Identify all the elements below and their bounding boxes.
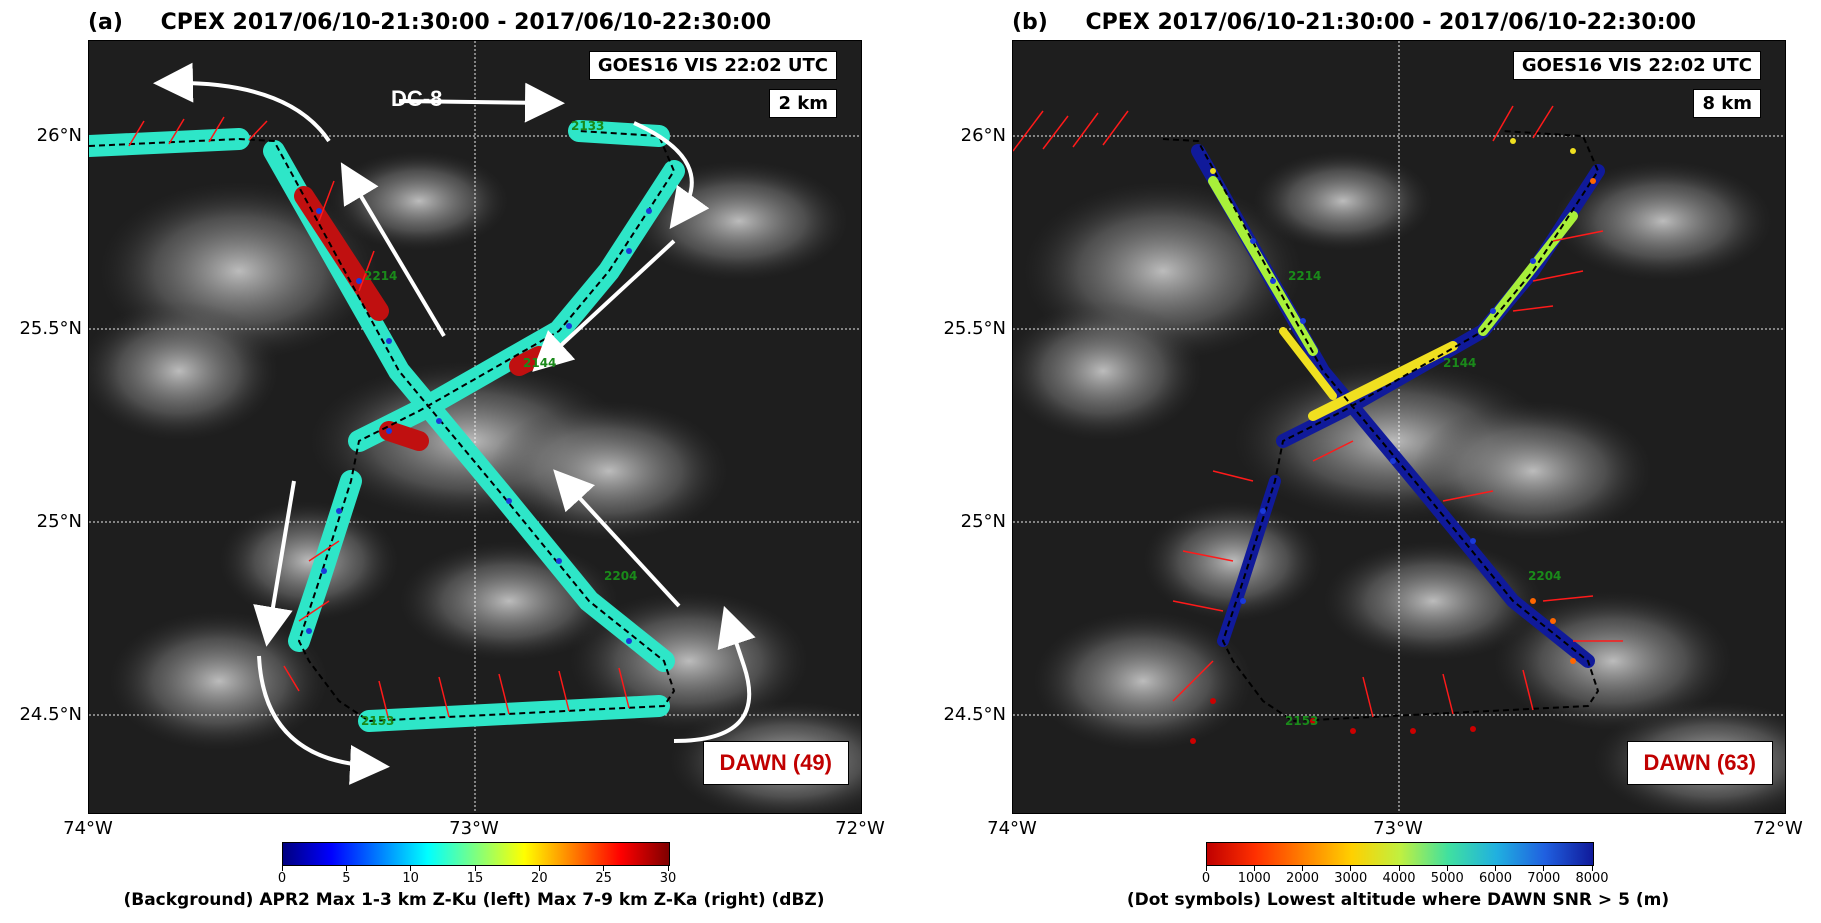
panel-b-colorbar-tick-mark [1205,866,1207,871]
panel-a-colorbar-tick-label: 5 [342,871,351,886]
panel-a-map-canvas [89,41,861,813]
panel-a-flight-track [89,130,676,723]
panel-b-colorbar-tick-label: 6000 [1478,871,1513,886]
panel-a-lat-label: 25.5°N [19,318,82,339]
panel-a-wind-barbs [128,116,630,722]
panel-b-lon-label: 73°W [1373,818,1423,839]
panel-b-lat-label: 25.5°N [943,318,1006,339]
panel-a-time-label: 2133 [571,119,605,133]
panel-a-time-label: 2144 [523,356,557,370]
panel-b-colorbar-tick-label: 7000 [1527,871,1561,886]
panel-a-colorbar-tick-mark [667,866,669,871]
panel-a-colorbar-label: (Background) APR2 Max 1-3 km Z-Ku (left)… [123,890,825,910]
panel-a-lat-label: 26°N [36,125,82,146]
panel-a-tag-and-title: (a) CPEX 2017/06/10-21:30:00 - 2017/06/1… [88,10,771,35]
panel-b-colorbar-tick-mark [1446,866,1448,871]
panel-b-colorbar-tick-mark [1350,866,1352,871]
panel-a-dawn-count: DAWN (49) [702,741,849,785]
panel-b-wind-barbs [1013,105,1623,718]
panel-b-map[interactable]: GOES16 VIS 22:02 UTC 8 km DAWN (63) 2214… [1012,40,1786,814]
panel-b-colorbar-tick-mark [1398,866,1400,871]
panel-a-altitude-label: 2 km [769,89,837,118]
panel-b-tag: (b) [1012,10,1048,35]
panel-a-lon-label: 73°W [449,818,499,839]
panel-b-colorbar-tick-label: 0 [1201,871,1211,886]
panel-a-colorbar-tick-mark [603,866,605,871]
panel-a-colorbar-tick-mark [281,866,283,871]
panel-a-colorbar [282,842,670,866]
panel-b-colorbar-tick-label: 1000 [1237,871,1271,886]
panel-b-colorbar-tick-label: 3000 [1334,871,1368,886]
panel-b-altitude-label: 8 km [1693,89,1761,118]
panel-a-colorbar-tick-label: 25 [595,871,612,886]
panel-b-dawn-dots [1190,138,1596,744]
panel-b-time-label: 2204 [1528,569,1562,583]
panel-a-time-label: 2214 [364,269,398,283]
panel-a-colorbar-tick-mark [538,866,540,871]
panel-b-colorbar-tick-mark [1591,866,1593,871]
panel-b-lon-label: 72°W [1753,818,1803,839]
panel-b-colorbar-tick-mark [1495,866,1496,871]
panel-b-tag-and-title: (b) CPEX 2017/06/10-21:30:00 - 2017/06/1… [1012,10,1696,35]
panel-b-colorbar-tick-label: 2000 [1285,871,1320,886]
panel-b-time-label: 2144 [1443,356,1477,370]
panel-a-colorbar-tick-label: 20 [531,871,548,886]
panel-b-lon-label: 74°W [987,818,1037,839]
panel-b-colorbar-tick-mark [1253,866,1255,871]
panel-a-lon-label: 72°W [835,818,885,839]
panel-a-flight-direction-arrows [153,62,756,785]
panel-b-title: CPEX 2017/06/10-21:30:00 - 2017/06/10-22… [1085,10,1697,35]
panel-a-colorbar-tick-label: 10 [402,871,419,886]
panel-a-colorbar-tick-mark [410,866,412,871]
panel-a-time-label: 2204 [604,569,638,583]
panel-b-lat-label: 24.5°N [943,704,1006,725]
panel-b-colorbar-tick-label: 4000 [1382,871,1416,886]
panel-a-colorbar-tick-label: 30 [659,871,677,886]
panel-b-lat-label: 25°N [960,511,1006,532]
panel-b-colorbar-tick-label: 5000 [1430,871,1464,886]
panel-b-flight-track [1162,130,1600,723]
panel-b-goes-label: GOES16 VIS 22:02 UTC [1512,51,1761,80]
panel-a-title: CPEX 2017/06/10-21:30:00 - 2017/06/10-22… [160,10,772,35]
panel-a-lon-label: 74°W [63,818,113,839]
panel-a-dawn-dots [306,208,652,644]
panel-b-map-canvas [1013,41,1785,813]
panel-a-map[interactable]: GOES16 VIS 22:02 UTC 2 km DC-8 DAWN (49)… [88,40,862,814]
panel-b-lat-label: 26°N [960,125,1006,146]
panel-a-colorbar-tick-label: 15 [466,871,484,886]
panel-b-colorbar-tick-label: 8000 [1575,871,1609,886]
panel-b-colorbar-tick-mark [1302,866,1303,871]
panel-b-colorbar-tick-mark [1543,866,1545,871]
panel-b-time-label: 2153 [1285,714,1319,728]
panel-b-colorbar [1206,842,1594,866]
panel-a-goes-label: GOES16 VIS 22:02 UTC [588,51,837,80]
panel-a-time-label: 2153 [361,714,395,728]
panel-a-colorbar-tick-mark [474,866,476,871]
panel-a-lat-label: 25°N [36,511,82,532]
panel-a-colorbar-tick-label: 0 [277,871,287,886]
panel-a-aircraft-label: DC-8 [391,86,443,111]
panel-b-time-label: 2214 [1288,269,1322,283]
panel-b-colorbar-label: (Dot symbols) Lowest altitude where DAWN… [1126,890,1670,910]
panel-b-dawn-count: DAWN (63) [1626,741,1773,785]
panel-a-tag: (a) [88,10,123,35]
panel-a-lat-label: 24.5°N [19,704,82,725]
panel-a-colorbar-tick-mark [345,866,347,871]
